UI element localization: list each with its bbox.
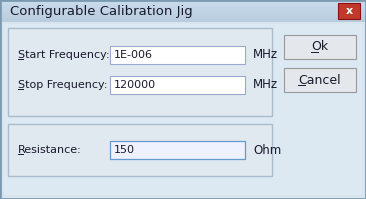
Bar — [8, 124, 272, 176]
Bar — [0, 13, 366, 14]
Bar — [0, 3, 366, 4]
Bar — [0, 7, 366, 8]
Text: Ohm: Ohm — [253, 143, 281, 156]
Text: Cancel: Cancel — [299, 73, 341, 87]
Text: MHz: MHz — [253, 78, 278, 92]
Bar — [4, 24, 362, 195]
Text: 150: 150 — [114, 145, 135, 155]
Bar — [0, 6, 366, 7]
Bar — [0, 11, 366, 12]
Bar — [110, 46, 245, 64]
Bar — [0, 4, 366, 5]
Bar — [0, 17, 366, 18]
Text: Stop Frequency:: Stop Frequency: — [18, 80, 108, 90]
Bar — [0, 14, 366, 15]
Text: x: x — [346, 6, 352, 16]
Bar — [0, 15, 366, 16]
Bar — [0, 16, 366, 17]
Bar — [0, 19, 366, 20]
Bar — [0, 5, 366, 6]
Bar — [8, 28, 272, 116]
Text: 1E-006: 1E-006 — [114, 50, 153, 60]
Bar — [110, 76, 245, 94]
Bar — [284, 68, 356, 92]
Text: Start Frequency:: Start Frequency: — [18, 50, 110, 60]
Text: Configurable Calibration Jig: Configurable Calibration Jig — [10, 5, 193, 18]
Bar — [0, 8, 366, 9]
Bar — [0, 20, 366, 21]
Text: 120000: 120000 — [114, 80, 156, 90]
Bar — [0, 2, 366, 3]
Bar — [0, 1, 366, 2]
Bar — [0, 21, 366, 22]
Bar — [110, 141, 245, 159]
Bar — [0, 9, 366, 10]
Bar — [284, 35, 356, 59]
Text: Ok: Ok — [311, 41, 329, 54]
Bar — [0, 10, 366, 11]
Text: Resistance:: Resistance: — [18, 145, 82, 155]
Bar — [0, 12, 366, 13]
Bar — [338, 3, 360, 19]
Text: MHz: MHz — [253, 49, 278, 61]
Bar — [0, 22, 366, 199]
Bar — [0, 0, 366, 1]
Bar — [0, 18, 366, 19]
